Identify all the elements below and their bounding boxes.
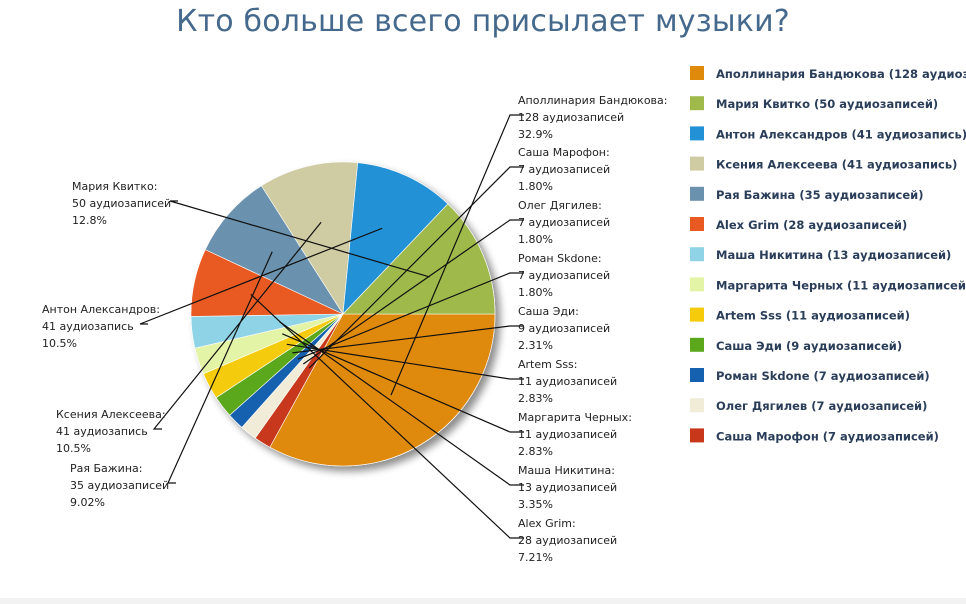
slice-labels: Аполлинария Бандюкова: 128 аудиозаписей 32… [42, 94, 667, 564]
legend-entry-item-4: Рая Бажина (35 аудиозаписей) [716, 188, 923, 202]
legend-entry-item-1: Мария Квитко (50 аудиозаписей) [716, 97, 938, 111]
leader-line-item-9 [167, 251, 273, 484]
legend-entry-item-6: Маша Никитина (13 аудиозаписей) [716, 248, 951, 262]
leader-line-skdone [297, 272, 524, 360]
leader-line-item-1 [308, 166, 524, 369]
legend-swatch-alex-grim [690, 217, 704, 231]
slice-label-count: 7 аудиозаписей [518, 163, 610, 176]
legend-entry-item-2: Антон Александров (41 аудиозапись) [716, 127, 966, 141]
legend-entry-item-0: Аполлинария Бандюкова (128 аудиоз [716, 67, 966, 81]
legend-entry-item-11: Олег Дягилев (7 аудиозаписей) [716, 399, 927, 413]
slice-label-name: Alex Grim: [518, 517, 576, 530]
legend-swatch-item-12 [690, 428, 704, 443]
legend-swatch-item-4 [690, 186, 704, 201]
slice-label-name: Artem Sss: [518, 358, 578, 371]
slice-label-count: 28 аудиозаписей [518, 534, 617, 547]
legend-swatch-item-2 [690, 126, 704, 141]
slice-label-count: 41 аудиозапись [56, 425, 148, 438]
pie-slice-item-9 [204, 185, 344, 315]
legend: Аполлинария Бандюкова (128 аудиоз Мария К… [690, 66, 966, 443]
leader-line-alex-grim [250, 293, 524, 539]
pie-slice-item-11 [342, 162, 449, 315]
leader-line-item-2 [302, 219, 524, 365]
legend-entry-item-7: Маргарита Черных (11 аудиозаписей) [716, 278, 966, 292]
pie-slices [190, 161, 496, 467]
slice-label-count: 128 аудиозаписей [518, 111, 624, 124]
slice-label-name: Ксения Алексеева: [56, 408, 166, 421]
slice-label-percent: 2.83% [518, 392, 553, 405]
slice-label-name: Маргарита Черных: [518, 411, 632, 424]
slice-label-count: 7 аудиозаписей [518, 216, 610, 229]
pie-slice-item-0 [269, 313, 496, 467]
slice-label-percent: 3.35% [518, 498, 553, 511]
legend-swatch-item-6 [690, 247, 704, 262]
slice-label-percent: 7.21% [518, 551, 553, 564]
legend-swatch-item-1 [690, 96, 704, 111]
slice-label-count: 11 аудиозаписей [518, 428, 617, 441]
slice-label-percent: 12.8% [72, 214, 107, 227]
leader-line-item-10 [152, 221, 322, 430]
slice-label-name: Олег Дягилев: [518, 199, 602, 212]
slice-label-percent: 2.83% [518, 445, 553, 458]
bottom-divider [0, 598, 966, 604]
legend-swatch-item-9 [690, 337, 704, 352]
slice-label-percent: 10.5% [42, 337, 77, 350]
slice-label-count: 50 аудиозаписей [72, 197, 171, 210]
slice-label-name: Саша Марофон: [518, 146, 610, 159]
slice-label-name: Аполлинария Бандюкова: [518, 94, 667, 107]
slice-label-name: Рая Бажина: [70, 462, 142, 475]
slice-label-name: Маша Никитина: [518, 464, 615, 477]
leader-line-item-4 [292, 325, 524, 354]
leader-lines [139, 114, 524, 539]
chart-title: Кто больше всего присылает музыки? [176, 4, 790, 39]
slice-label-percent: 10.5% [56, 442, 91, 455]
legend-entry-skdone: Роман Skdone (7 аудиозаписей) [716, 369, 930, 383]
legend-entry-artem-sss: Artem Sss (11 аудиозаписей) [716, 309, 910, 323]
slice-label-percent: 1.80% [518, 233, 553, 246]
slice-label-name: Роман Skdone: [518, 252, 602, 265]
leader-line-item-12 [169, 200, 430, 278]
legend-swatch-item-11 [690, 398, 704, 413]
slice-label-percent: 9.02% [70, 496, 105, 509]
slice-label-percent: 1.80% [518, 286, 553, 299]
pie-slice-item-10 [260, 161, 359, 315]
legend-swatch-item-3 [690, 156, 704, 171]
slice-label-count: 9 аудиозаписей [518, 322, 610, 335]
legend-swatch-artem-sss [690, 307, 704, 322]
slice-label-count: 35 аудиозаписей [70, 479, 169, 492]
slice-label-percent: 32.9% [518, 128, 553, 141]
slice-label-name: Саша Эди: [518, 305, 579, 318]
legend-swatch-skdone [690, 368, 704, 382]
slice-label-name: Антон Александров: [42, 303, 160, 316]
slice-label-percent: 1.80% [518, 180, 553, 193]
leader-line-item-7 [279, 321, 524, 486]
legend-swatch-item-0 [690, 66, 704, 80]
slice-label-count: 7 аудиозаписей [518, 269, 610, 282]
slice-label-count: 13 аудиозаписей [518, 481, 617, 494]
leader-line-item-0 [390, 114, 524, 396]
leader-line-item-6 [282, 333, 524, 433]
legend-entry-item-9: Саша Эди (9 аудиозаписей) [716, 339, 902, 353]
legend-swatch-item-7 [690, 277, 704, 292]
slice-label-name: Мария Квитко: [72, 180, 157, 193]
slice-label-percent: 2.31% [518, 339, 553, 352]
slice-label-count: 41 аудиозапись [42, 320, 134, 333]
leader-line-item-11 [139, 227, 383, 325]
legend-entry-alex-grim: Alex Grim (28 аудиозаписей) [716, 218, 907, 232]
leader-line-artem-sss [286, 343, 524, 380]
slice-label-count: 11 аудиозаписей [518, 375, 617, 388]
legend-entry-item-3: Ксения Алексеева (41 аудиозапись) [716, 158, 957, 172]
legend-entry-item-12: Саша Марофон (7 аудиозаписей) [716, 429, 939, 443]
